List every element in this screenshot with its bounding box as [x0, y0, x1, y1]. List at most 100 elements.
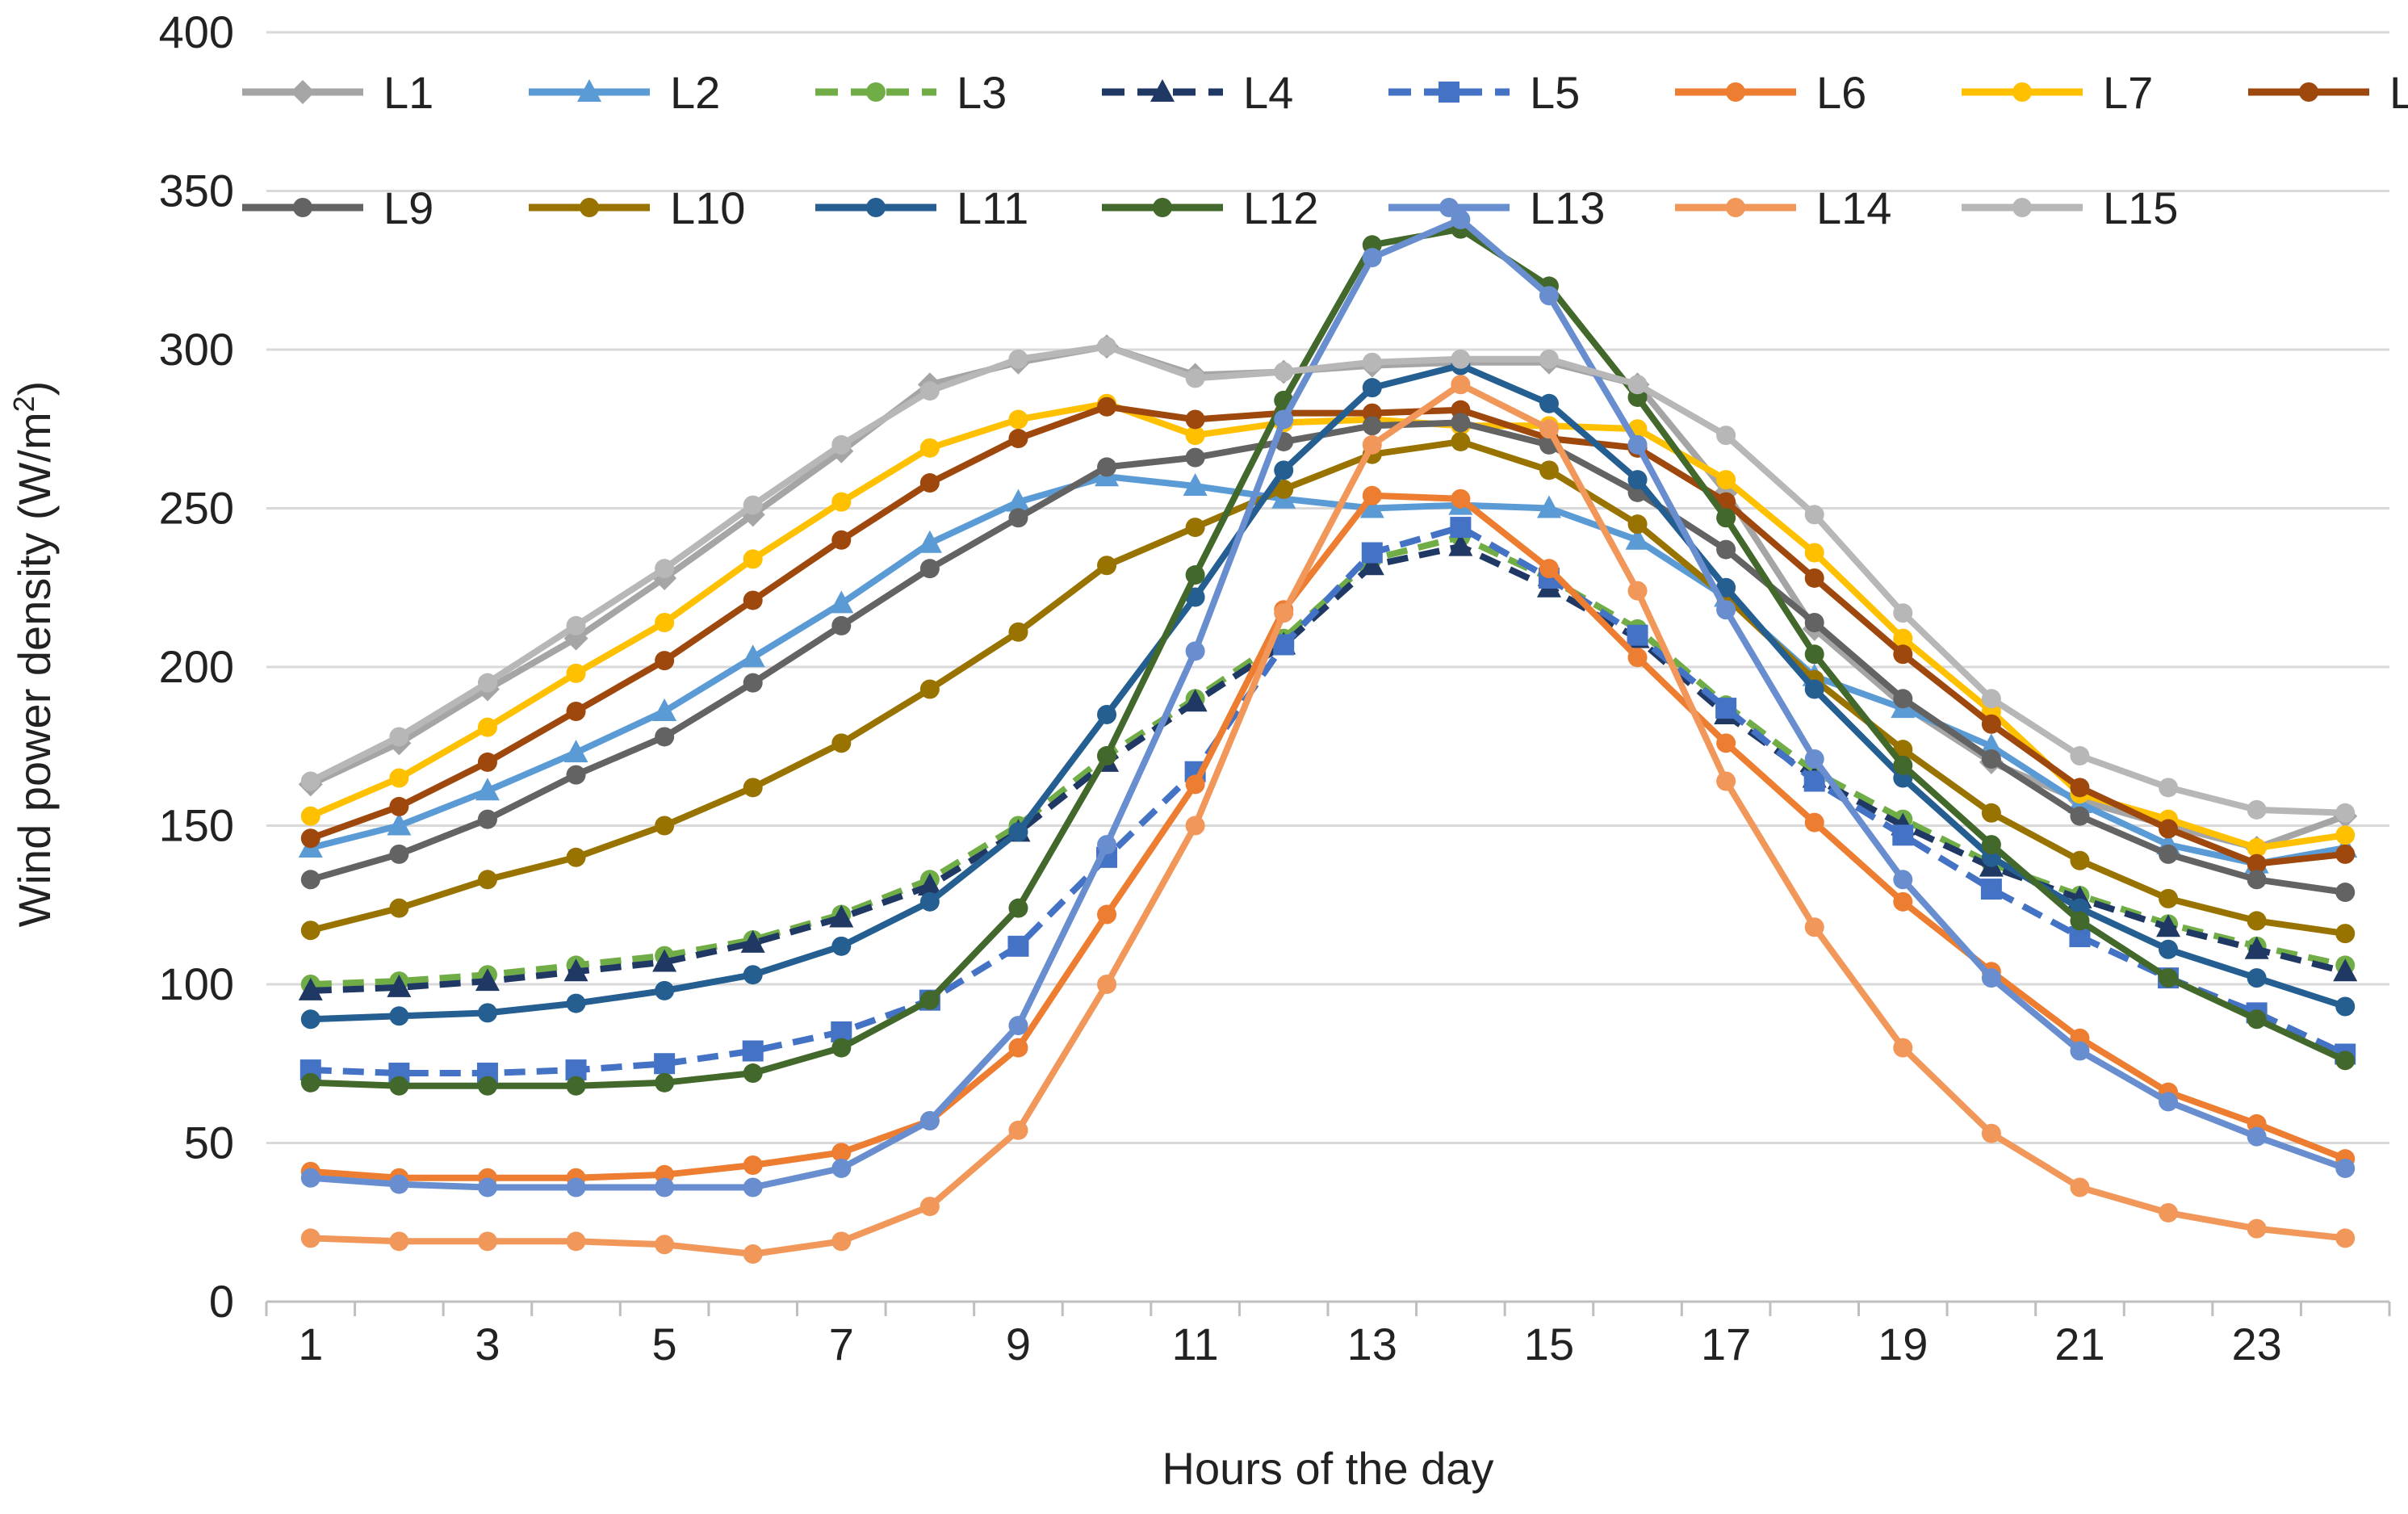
data-point-L10	[2247, 911, 2267, 931]
data-point-L2	[563, 740, 588, 763]
data-point-L14	[1362, 434, 1382, 455]
legend-label: L10	[670, 182, 745, 233]
x-axis-title: Hours of the day	[1162, 1443, 1494, 1494]
data-point-L12	[1893, 755, 1913, 775]
data-point-L5	[1803, 770, 1825, 792]
data-point-L4	[2333, 958, 2358, 982]
legend-marker	[580, 198, 599, 217]
data-point-L2	[1183, 472, 1208, 496]
x-tick-label: 13	[1347, 1319, 1397, 1369]
y-axis-title-main: Wind power density (W/m	[9, 412, 60, 927]
legend-marker	[1726, 198, 1745, 217]
data-point-L14	[655, 1235, 675, 1255]
data-point-L4	[917, 873, 942, 896]
data-point-L4	[1359, 552, 1384, 576]
y-tick-label: 100	[159, 958, 234, 1009]
data-point-L9	[2159, 844, 2179, 864]
legend-marker	[1726, 82, 1745, 102]
data-point-L15	[566, 615, 586, 635]
data-point-L12	[743, 1063, 763, 1084]
data-point-L14	[2070, 1177, 2090, 1197]
data-point-L8	[2159, 819, 2179, 839]
data-point-L15	[1716, 426, 1736, 446]
data-point-L6	[1185, 774, 1205, 795]
series-line-L4	[310, 543, 2347, 994]
data-point-L15	[477, 673, 497, 693]
legend-item-L14: L14	[1675, 182, 1891, 233]
data-point-L10	[1274, 479, 1294, 499]
data-point-L11	[477, 1003, 497, 1023]
series-line-L13	[310, 216, 2347, 1191]
data-point-L12	[477, 1076, 497, 1096]
data-point-L9	[1451, 413, 1471, 433]
legend-marker	[293, 198, 312, 217]
data-point-L11	[566, 993, 586, 1013]
data-point-L13	[919, 1110, 940, 1130]
x-tick-label: 19	[1878, 1319, 1928, 1369]
data-point-L15	[1539, 349, 1559, 369]
data-point-L9	[2247, 870, 2267, 890]
data-point-L9	[300, 870, 320, 890]
data-point-L11	[1362, 378, 1382, 398]
legend-label: L9	[383, 182, 433, 233]
data-point-L9	[1362, 416, 1382, 436]
data-point-L2	[829, 590, 854, 614]
data-point-L9	[1097, 457, 1117, 477]
data-point-L9	[566, 765, 586, 785]
data-point-L15	[1274, 362, 1294, 382]
data-point-L13	[1451, 209, 1471, 229]
data-point-L9	[1804, 612, 1824, 632]
y-tick-label: 400	[159, 6, 234, 57]
data-point-L13	[300, 1168, 320, 1188]
series-L5	[299, 517, 2356, 1084]
data-point-L8	[300, 828, 320, 849]
data-point-L2	[740, 644, 765, 668]
data-point-L11	[655, 980, 675, 1000]
data-point-L13	[1185, 641, 1205, 661]
series-line-L7	[309, 400, 2346, 851]
data-point-L2	[917, 530, 942, 553]
data-point-L9	[743, 673, 763, 693]
data-point-L4	[2244, 936, 2269, 959]
legend-item-L6: L6	[1675, 67, 1866, 118]
data-point-L10	[1185, 518, 1205, 538]
x-tick-label: 9	[1006, 1319, 1031, 1369]
data-point-L13	[566, 1177, 586, 1197]
data-point-L8	[831, 530, 852, 550]
data-point-L7	[655, 612, 675, 632]
data-point-L8	[655, 651, 675, 671]
data-point-L13	[1893, 870, 1913, 890]
data-point-L12	[1097, 746, 1117, 766]
x-tick-label: 3	[475, 1319, 500, 1369]
data-point-L14	[566, 1231, 586, 1252]
data-point-L11	[389, 1006, 409, 1026]
data-point-L8	[1804, 568, 1824, 588]
data-point-L14	[477, 1231, 497, 1252]
data-point-L7	[566, 663, 586, 683]
data-point-L11	[1716, 577, 1736, 598]
y-axis-title: Wind power density (W/m2)	[7, 381, 61, 928]
data-point-L7	[2247, 838, 2267, 858]
data-point-L12	[2070, 911, 2090, 931]
legend-marker	[291, 80, 315, 104]
data-point-L4	[387, 974, 412, 997]
data-point-L15	[389, 727, 409, 747]
legend-item-L3: L3	[815, 67, 1007, 118]
data-point-L10	[1627, 514, 1648, 535]
data-point-L4	[298, 977, 323, 1000]
data-point-L10	[1097, 556, 1117, 576]
legend-item-L7: L7	[1962, 67, 2153, 118]
data-point-L6	[831, 1143, 852, 1163]
legend: L1 L2 L3 L4 L5 L6 L7 L8 L9 L10 L11 L12 L13 L14 L15	[242, 67, 2408, 233]
data-point-L11	[1804, 679, 1824, 699]
data-point-L6	[743, 1155, 763, 1176]
data-point-L12	[1981, 835, 2001, 855]
data-point-L10	[2159, 888, 2179, 908]
x-tick-label: 11	[1172, 1319, 1219, 1369]
data-point-L9	[655, 727, 675, 747]
legend-item-L2: L2	[529, 67, 720, 118]
data-point-L5	[1007, 935, 1029, 957]
data-point-L11	[1274, 460, 1294, 480]
data-point-L11	[2335, 996, 2356, 1017]
data-point-L2	[475, 778, 500, 801]
